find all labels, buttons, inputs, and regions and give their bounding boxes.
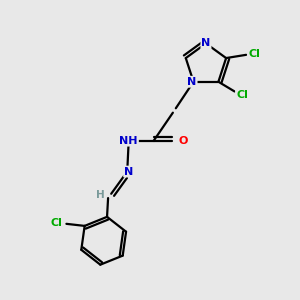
Text: N: N: [201, 38, 211, 48]
Text: N: N: [124, 167, 133, 177]
Text: NH: NH: [119, 136, 138, 146]
Text: H: H: [96, 190, 105, 200]
Text: Cl: Cl: [248, 49, 260, 58]
Text: Cl: Cl: [50, 218, 62, 228]
Text: Cl: Cl: [236, 90, 248, 100]
Text: N: N: [188, 77, 196, 87]
Text: O: O: [178, 136, 188, 146]
